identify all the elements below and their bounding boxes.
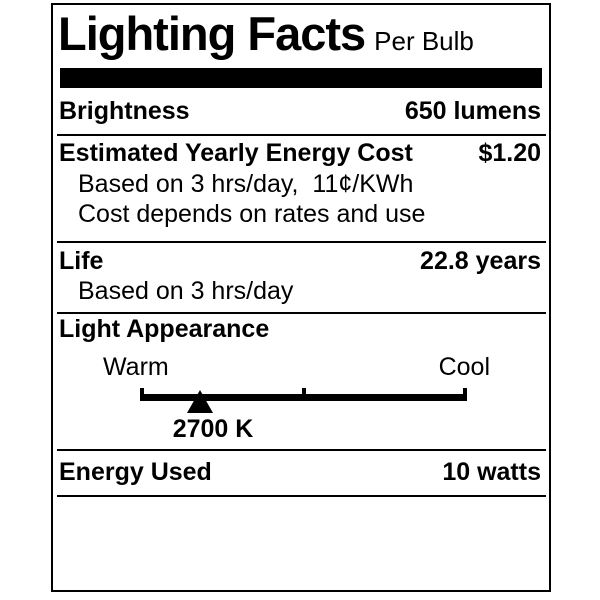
scale-tick-middle — [301, 388, 306, 401]
energy-cost-label: Estimated Yearly Energy Cost — [59, 139, 413, 167]
energy-cost-note-basis: Based on 3 hrs/day, 11¢/KWh — [78, 170, 414, 198]
label-title: Lighting Facts — [58, 7, 366, 60]
life-row: Life 22.8 years — [59, 249, 541, 274]
brightness-label: Brightness — [59, 97, 190, 125]
temperature-marker-triangle-icon — [187, 390, 213, 413]
brightness-row: Brightness 650 lumens — [59, 99, 541, 124]
header-separator-bar — [60, 68, 542, 88]
divider — [57, 449, 546, 451]
light-appearance-label: Light Appearance — [59, 315, 270, 343]
color-temperature-value: 2700 K — [172, 415, 254, 443]
color-temperature-scale — [140, 388, 467, 420]
life-note-basis: Based on 3 hrs/day — [78, 277, 294, 305]
energy-cost-value: $1.20 — [478, 139, 541, 167]
label-header: Lighting Facts Per Bulb — [58, 10, 474, 57]
life-value: 22.8 years — [420, 247, 541, 275]
life-label: Life — [59, 247, 104, 275]
energy-used-value: 10 watts — [442, 458, 541, 486]
divider — [57, 241, 546, 243]
divider — [57, 495, 546, 497]
scale-tick-right — [463, 388, 467, 401]
energy-cost-note-disclaimer: Cost depends on rates and use — [78, 200, 426, 228]
cool-scale-label: Cool — [438, 353, 490, 381]
per-bulb-subtitle: Per Bulb — [374, 26, 474, 56]
light-appearance-row: Light Appearance — [59, 317, 541, 342]
warm-scale-label: Warm — [103, 353, 169, 381]
energy-used-label: Energy Used — [59, 458, 212, 486]
lighting-facts-label: Lighting Facts Per Bulb Brightness 650 l… — [51, 3, 551, 592]
energy-used-row: Energy Used 10 watts — [59, 460, 541, 485]
divider — [57, 134, 546, 136]
divider — [57, 312, 546, 314]
brightness-value: 650 lumens — [404, 97, 541, 125]
energy-cost-row: Estimated Yearly Energy Cost $1.20 — [59, 141, 541, 166]
scale-tick-left — [140, 388, 144, 401]
